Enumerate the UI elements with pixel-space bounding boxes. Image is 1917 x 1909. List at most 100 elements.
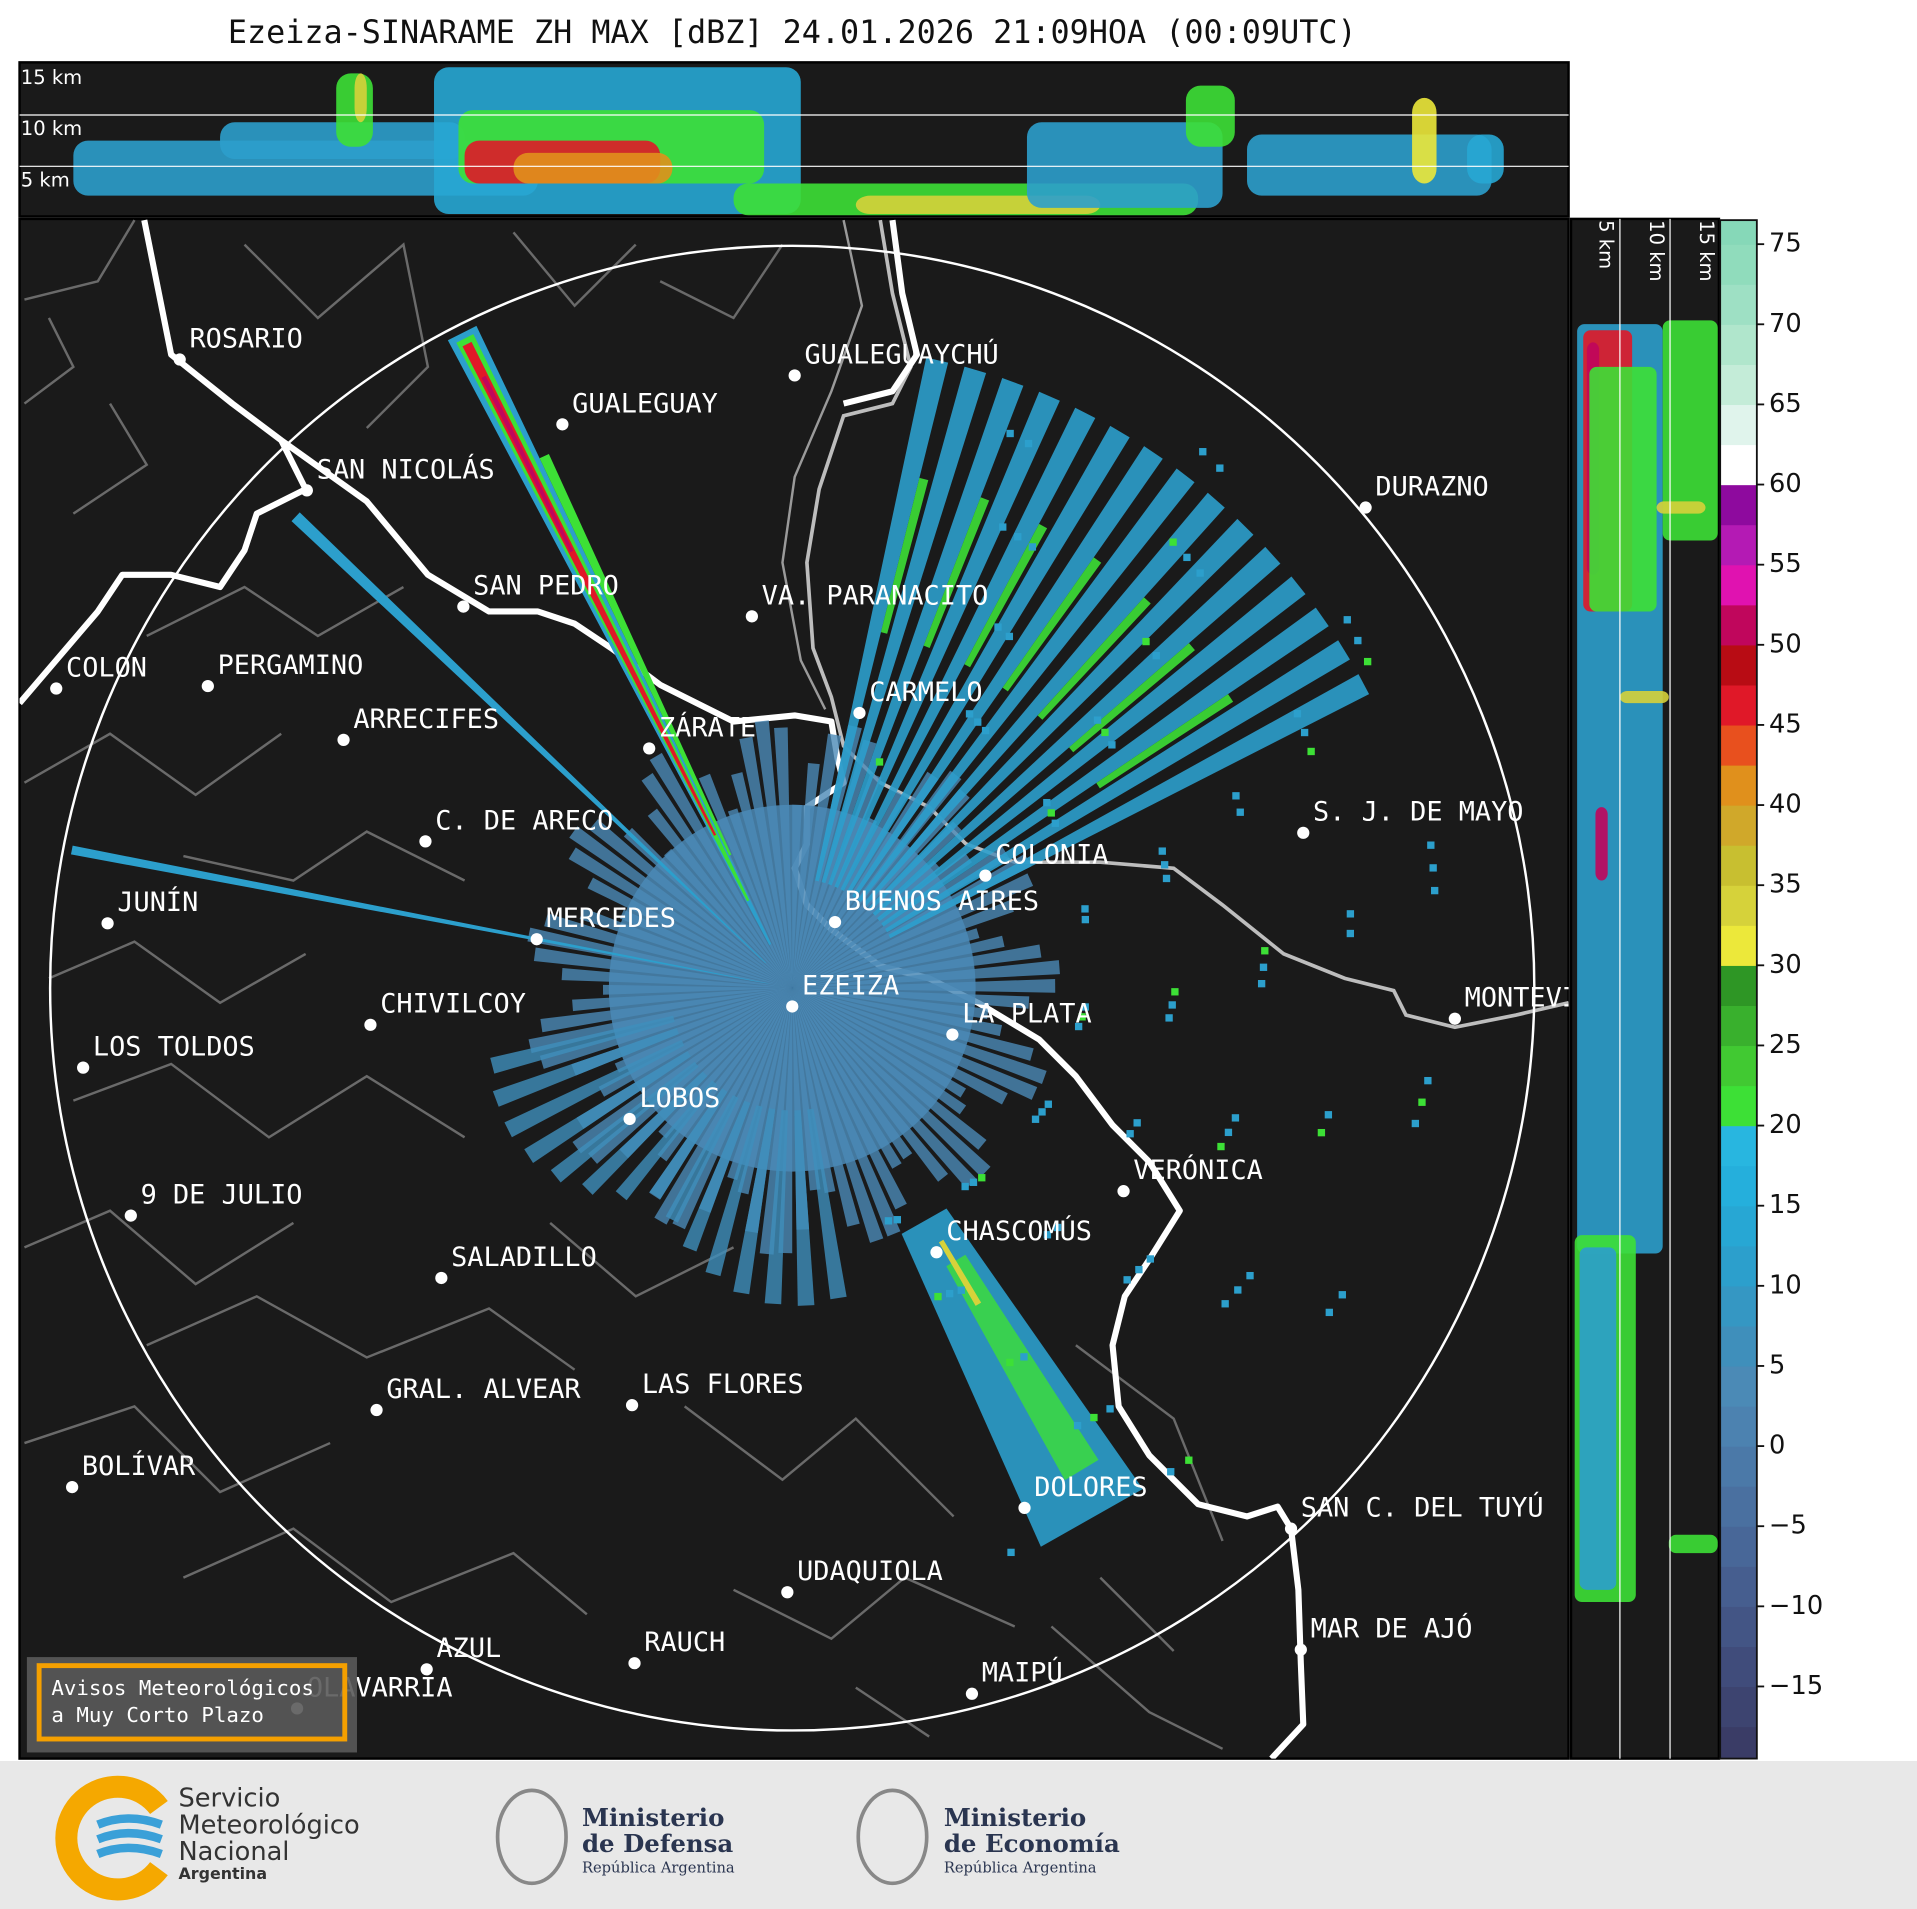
city-dot [1359, 501, 1372, 514]
city-label: ZÁRATE [659, 711, 756, 743]
colorbar-tick-label: −5 [1769, 1511, 1807, 1541]
city-dot [786, 1000, 799, 1013]
colorbar-tick-label: 75 [1769, 229, 1802, 259]
echo [682, 1100, 751, 1252]
echo-speck [1217, 1142, 1225, 1151]
city-dot [300, 484, 313, 497]
notice-line: a Muy Corto Plazo [51, 1703, 264, 1727]
colorbar-band [1720, 1606, 1757, 1648]
echo-speck [1152, 652, 1160, 660]
colorbar-tick-label: 25 [1769, 1030, 1802, 1060]
echo-speck [1142, 637, 1150, 646]
echo-speck [1257, 979, 1266, 988]
echo-speck [1007, 1548, 1015, 1557]
defensa-logo: Ministerio de Defensa República Argentin… [495, 1788, 735, 1886]
echo [539, 988, 793, 1069]
city-label: ARRECIFES [353, 704, 499, 735]
echo-speck [1006, 1358, 1014, 1367]
logo-text: Ministerio [944, 1803, 1086, 1832]
city-layer: ROSARIO GUALEGUAYCHÚ GUALEGUAY SAN NICOLÁS D… [50, 323, 1569, 1715]
city-dot [781, 1586, 794, 1599]
echo-speck [994, 623, 1002, 631]
echo [615, 1080, 717, 1201]
echo [792, 853, 1032, 989]
height-label: 5 km [21, 168, 70, 191]
notice-box [36, 1663, 348, 1742]
echo [792, 988, 901, 1237]
colorbar-band [1720, 444, 1757, 486]
echo-speck [961, 1182, 969, 1191]
echo-speck [1074, 1022, 1083, 1031]
city-label: 9 DE JULIO [141, 1180, 303, 1211]
echo-speck [1006, 429, 1014, 438]
echo-speck [1073, 1421, 1082, 1430]
echo-speck [1106, 1405, 1114, 1413]
echo [792, 860, 941, 989]
city-dot [420, 1663, 433, 1676]
echo [504, 1039, 685, 1138]
city-dot [457, 600, 470, 613]
echo [664, 848, 793, 989]
colorbar-band [1720, 1646, 1757, 1688]
city-dot [1448, 1012, 1461, 1025]
colorbar-tick-label: 10 [1769, 1270, 1802, 1300]
colorbar-band [1720, 764, 1757, 806]
profile-echo [1412, 97, 1437, 184]
echo-speck [1168, 1001, 1176, 1009]
echo-speck [1411, 1119, 1420, 1128]
echo-speck [945, 1289, 954, 1298]
city-dot [124, 1209, 137, 1222]
echo [792, 988, 967, 1098]
city-dot [1117, 1185, 1130, 1198]
logo-text: República Argentina [582, 1860, 735, 1877]
echo [792, 988, 836, 1194]
city-dot [77, 1061, 90, 1074]
echo-speck [1051, 819, 1059, 827]
echo [579, 907, 793, 989]
colorbar-tick-label: 65 [1769, 389, 1802, 419]
radar-echoes [70, 325, 1439, 1557]
echo [569, 826, 793, 989]
echo [923, 497, 990, 648]
colorbar-band [1720, 1365, 1757, 1407]
city-label: RAUCH [644, 1627, 725, 1658]
echo [754, 720, 793, 989]
colorbar-band [1720, 1005, 1757, 1047]
echo-speck [1014, 533, 1022, 541]
echo [792, 733, 842, 989]
colorbar-band [1720, 404, 1757, 446]
logo-text: Argentina [178, 1864, 267, 1883]
echo [885, 640, 1350, 933]
profile-echo [513, 152, 673, 184]
echo [792, 988, 1003, 1037]
echo [490, 1015, 675, 1074]
city-dot [828, 915, 842, 929]
echo [561, 968, 793, 989]
echo [658, 988, 793, 1139]
city-dot [337, 733, 350, 746]
echo [877, 576, 1306, 922]
logo-text: República Argentina [944, 1860, 1097, 1877]
echo [572, 988, 793, 1154]
echo-speck [1216, 464, 1224, 472]
city-label: ROSARIO [189, 323, 302, 354]
echo [792, 988, 987, 1150]
city-label: LAS FLORES [642, 1369, 804, 1400]
colorbar-tick-label: 70 [1769, 309, 1802, 339]
city-dot [788, 369, 801, 382]
echo [544, 913, 793, 989]
logo-arc [55, 1775, 168, 1901]
echo-speck [1028, 543, 1037, 551]
title: Ezeiza-SINARAME ZH MAX [dBZ] 24.01.2026 … [228, 14, 1357, 51]
echo-speck [999, 523, 1007, 531]
colorbar-band [1720, 1406, 1757, 1447]
echo-speck [1246, 1271, 1254, 1280]
echo [727, 808, 793, 989]
echo [540, 988, 793, 1033]
echo-speck [1133, 1119, 1141, 1127]
colorbar-tick-label: 0 [1769, 1431, 1785, 1461]
echo [527, 927, 793, 989]
colorbar-band [1720, 484, 1757, 526]
echo-speck [1044, 1100, 1052, 1108]
